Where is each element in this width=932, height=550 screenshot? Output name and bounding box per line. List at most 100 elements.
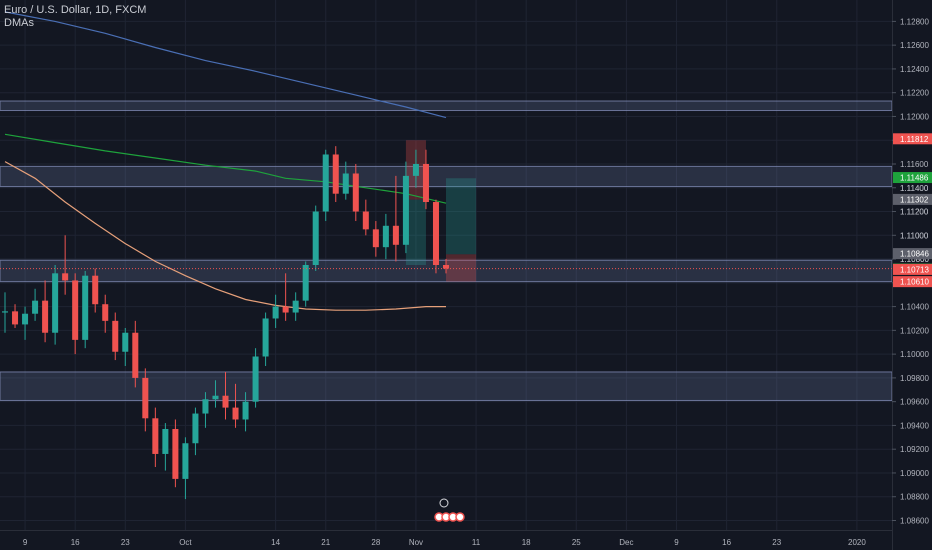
price-tag[interactable] (893, 133, 932, 145)
candle[interactable] (412, 163, 419, 176)
price-tick-label: 1.10800 (900, 255, 929, 264)
candle[interactable] (102, 304, 109, 321)
candle[interactable] (442, 265, 450, 269)
price-tick-label: 1.10400 (900, 303, 929, 312)
candle[interactable] (192, 413, 199, 444)
candle[interactable] (2, 311, 9, 313)
candle[interactable] (302, 265, 309, 301)
candle[interactable] (162, 428, 169, 454)
candle[interactable] (62, 273, 69, 281)
price-tag[interactable] (893, 263, 932, 275)
price-tick-label: 1.09200 (900, 445, 929, 454)
time-tick-label: 25 (572, 538, 581, 547)
candle[interactable] (182, 443, 189, 479)
price-tag[interactable] (893, 172, 932, 184)
price-tag[interactable] (893, 248, 932, 260)
candle[interactable] (22, 313, 29, 325)
candle[interactable] (242, 401, 249, 420)
candle[interactable] (262, 318, 269, 357)
symbol-title: Euro / U.S. Dollar, 1D, FXCM (4, 4, 147, 16)
candle[interactable] (222, 395, 229, 408)
price-tick-label: 1.09400 (900, 421, 929, 430)
candle[interactable] (342, 173, 349, 194)
time-tick-label: 21 (321, 538, 330, 547)
time-tick-label: Oct (179, 538, 192, 547)
stop-loss-box[interactable] (446, 254, 477, 282)
price-tag[interactable] (893, 193, 932, 205)
price-tick-label: 1.09000 (900, 469, 929, 478)
price-tag-label: 1.11812 (900, 135, 929, 144)
price-tick-label: 1.10200 (900, 326, 929, 335)
price-tag-label: 1.10846 (900, 250, 929, 259)
price-tick-label: 1.09600 (900, 398, 929, 407)
price-tag[interactable] (893, 276, 932, 288)
take-profit-box[interactable] (446, 178, 477, 255)
candle[interactable] (92, 275, 99, 305)
candle[interactable] (422, 163, 429, 203)
candle[interactable] (152, 418, 159, 454)
time-tick-label: 14 (271, 538, 280, 547)
candle[interactable] (172, 428, 179, 479)
candle[interactable] (52, 273, 59, 333)
candle[interactable] (42, 300, 49, 333)
candle[interactable] (32, 300, 39, 314)
candle[interactable] (392, 225, 399, 245)
price-tick-label: 1.12200 (900, 89, 929, 98)
candle[interactable] (402, 175, 409, 245)
price-tag-label: 1.10610 (900, 278, 929, 287)
candle[interactable] (332, 154, 339, 194)
time-tick-label: 23 (772, 538, 781, 547)
price-tick-label: 1.10800 (900, 255, 929, 264)
time-tick-label: Nov (409, 538, 423, 547)
candle[interactable] (202, 399, 209, 414)
candle[interactable] (282, 306, 289, 313)
candle[interactable] (232, 407, 239, 420)
candle[interactable] (12, 311, 19, 325)
support-resistance-zone[interactable] (0, 100, 893, 112)
candle[interactable] (82, 275, 89, 340)
price-axis[interactable] (892, 0, 932, 550)
candle[interactable] (382, 225, 389, 248)
candle[interactable] (362, 211, 369, 230)
candle[interactable] (272, 306, 279, 319)
candle[interactable] (432, 202, 439, 265)
moving-average-line[interactable] (4, 11, 447, 119)
time-tick-label: Dec (619, 538, 633, 547)
time-tick-label: 11 (472, 538, 481, 547)
price-tick-label: 1.08600 (900, 516, 929, 525)
price-tick-label: 1.10000 (900, 350, 929, 359)
chart-legend: Euro / U.S. Dollar, 1D, FXCM DMAs (4, 4, 146, 30)
candle[interactable] (372, 229, 379, 248)
candle[interactable] (132, 332, 139, 378)
time-tick-label: 16 (71, 538, 80, 547)
price-tick-label: 1.11600 (900, 160, 929, 169)
moving-average-line[interactable] (4, 161, 446, 311)
time-tick-label: 16 (722, 538, 731, 547)
price-tick-label: 1.11400 (900, 184, 929, 193)
candle[interactable] (252, 356, 259, 402)
candle[interactable] (312, 211, 319, 265)
take-profit-box[interactable] (405, 199, 426, 265)
event-marker-icon[interactable] (439, 498, 449, 508)
indicator-label[interactable]: DMAs (4, 17, 34, 29)
price-tick-label: 1.11200 (900, 208, 929, 217)
price-tick-label: 1.11200 (900, 208, 929, 217)
price-tick-label: 1.12400 (900, 65, 929, 74)
candle[interactable] (212, 395, 219, 400)
candle[interactable] (322, 154, 329, 212)
candle[interactable] (142, 377, 149, 419)
economic-event-icon[interactable] (455, 512, 465, 522)
price-tick-label: 1.11000 (900, 231, 929, 240)
price-tick-label: 1.12800 (900, 17, 929, 26)
time-tick-label: 28 (371, 538, 380, 547)
candle[interactable] (72, 280, 79, 340)
candle[interactable] (112, 320, 119, 352)
candle[interactable] (292, 300, 299, 313)
candle[interactable] (122, 332, 129, 352)
price-tick-label: 1.12600 (900, 41, 929, 50)
moving-average-line[interactable] (4, 133, 447, 204)
price-tag-label: 1.10713 (900, 265, 929, 274)
candle[interactable] (352, 173, 359, 212)
time-tick-label: 23 (121, 538, 130, 547)
